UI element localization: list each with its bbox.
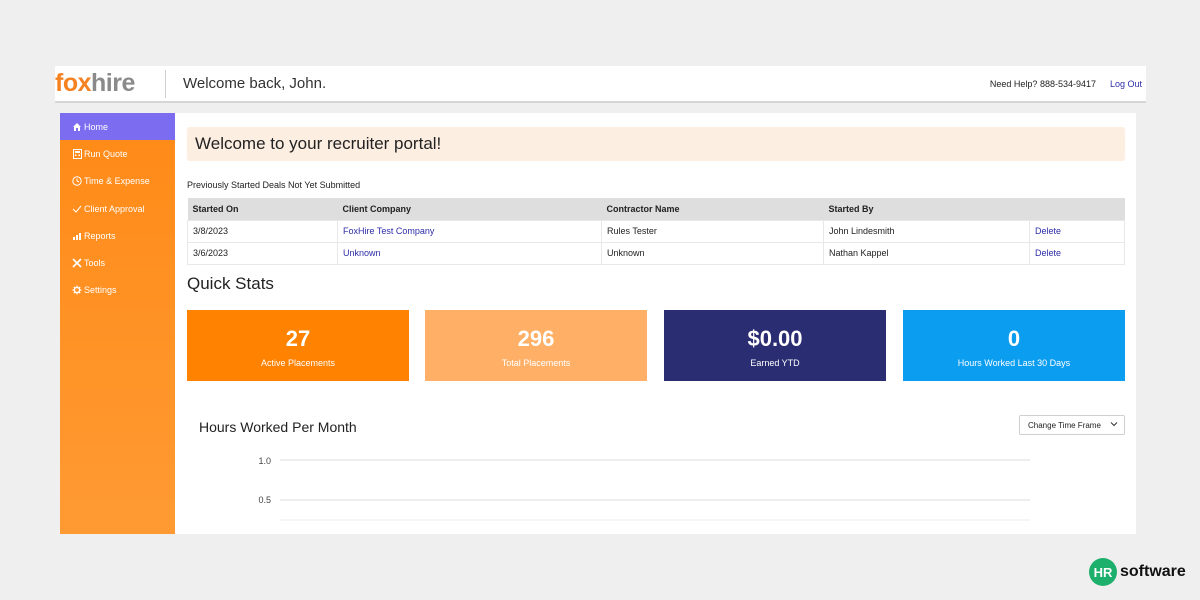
cell-started-on: 3/8/2023 <box>187 219 338 243</box>
calculator-icon <box>70 148 84 159</box>
stat-card-earned-ytd[interactable]: $0.00 Earned YTD <box>664 310 886 381</box>
sidebar-item-home[interactable]: Home <box>60 113 175 141</box>
tools-icon <box>70 258 84 268</box>
sidebar-item-label: Reports <box>84 230 116 241</box>
sidebar-item-label: Time & Expense <box>84 176 150 187</box>
y-tick-label: 0.5 <box>258 495 271 505</box>
welcome-message: Welcome back, John. <box>183 75 327 92</box>
cell-started-by: John Lindesmith <box>823 219 1030 243</box>
sidebar: Home Run Quote Time & Expense Client App… <box>60 113 175 534</box>
chevron-down-icon <box>1110 420 1118 430</box>
stat-value: 296 <box>517 326 555 351</box>
welcome-banner: Welcome to your recruiter portal! <box>187 127 1125 161</box>
cell-started-by: Nathan Kappel <box>823 241 1030 265</box>
cell-contractor: Unknown <box>601 241 824 265</box>
column-header: Started By <box>823 198 1030 220</box>
table-row: 3/6/2023 Unknown Unknown Nathan Kappel D… <box>187 241 1125 265</box>
y-tick-label: 1.0 <box>258 456 271 466</box>
stat-value: $0.00 <box>747 326 803 351</box>
stat-card-hours-worked[interactable]: 0 Hours Worked Last 30 Days <box>903 310 1125 381</box>
hr-software-logo: HR software <box>1089 558 1186 586</box>
deals-subheading: Previously Started Deals Not Yet Submitt… <box>187 180 361 190</box>
sidebar-item-settings[interactable]: Settings <box>60 277 175 304</box>
quick-stats-title: Quick Stats <box>187 274 274 293</box>
table-header-row: Started On Client Company Contractor Nam… <box>187 198 1125 220</box>
time-frame-select[interactable]: Change Time Frame <box>1019 415 1125 435</box>
stat-label: Earned YTD <box>750 358 800 368</box>
time-frame-label: Change Time Frame <box>1028 420 1101 430</box>
header-divider <box>165 69 166 98</box>
stat-label: Active Placements <box>260 358 336 368</box>
stat-card-active-placements[interactable]: 27 Active Placements <box>187 310 409 381</box>
top-header: fox hire Welcome back, John. Need Help? 8… <box>55 66 1146 103</box>
sidebar-item-label: Home <box>84 121 109 132</box>
client-company-link[interactable]: FoxHire Test Company <box>343 226 435 236</box>
foxhire-logo[interactable]: fox hire <box>55 69 135 97</box>
sidebar-item-run-quote[interactable]: Run Quote <box>60 140 175 167</box>
clock-icon <box>70 176 84 186</box>
column-header <box>1029 198 1125 220</box>
sidebar-item-reports[interactable]: Reports <box>60 222 175 249</box>
cell-started-on: 3/6/2023 <box>187 241 338 265</box>
chart-title: Hours Worked Per Month <box>199 419 357 435</box>
stat-label: Hours Worked Last 30 Days <box>957 358 1071 368</box>
stat-value: 27 <box>285 326 311 351</box>
delete-link[interactable]: Delete <box>1035 226 1062 236</box>
column-header: Client Company <box>337 198 602 220</box>
help-phone: Need Help? 888-534-9417 <box>989 78 1096 89</box>
sidebar-item-time-expense[interactable]: Time & Expense <box>60 168 175 195</box>
sidebar-item-label: Client Approval <box>84 203 145 214</box>
client-company-link[interactable]: Unknown <box>343 248 381 258</box>
stat-label: Total Placements <box>501 358 571 368</box>
gear-icon <box>70 285 84 295</box>
stat-value: 0 <box>1007 326 1021 351</box>
column-header: Contractor Name <box>601 198 824 220</box>
hr-logo-text: software <box>1120 563 1186 580</box>
check-icon <box>70 204 84 214</box>
stat-card-total-placements[interactable]: 296 Total Placements <box>425 310 647 381</box>
column-header: Started On <box>187 198 338 220</box>
hr-logo-mark: HR <box>1089 558 1117 586</box>
sidebar-item-label: Tools <box>84 258 106 269</box>
main-content: Welcome to your recruiter portal! Previo… <box>175 113 1136 534</box>
delete-link[interactable]: Delete <box>1035 248 1062 258</box>
sidebar-item-label: Settings <box>84 285 117 296</box>
sidebar-item-label: Run Quote <box>84 148 128 159</box>
sidebar-item-tools[interactable]: Tools <box>60 249 175 276</box>
deals-table: Started On Client Company Contractor Nam… <box>187 198 1125 265</box>
chart-icon <box>70 231 84 241</box>
logout-link[interactable]: Log Out <box>1109 78 1142 89</box>
table-row: 3/8/2023 FoxHire Test Company Rules Test… <box>187 219 1125 243</box>
hours-chart: 1.0 0.5 <box>258 456 1030 521</box>
home-icon <box>70 122 84 132</box>
cell-contractor: Rules Tester <box>601 219 824 243</box>
sidebar-item-client-approval[interactable]: Client Approval <box>60 195 175 222</box>
